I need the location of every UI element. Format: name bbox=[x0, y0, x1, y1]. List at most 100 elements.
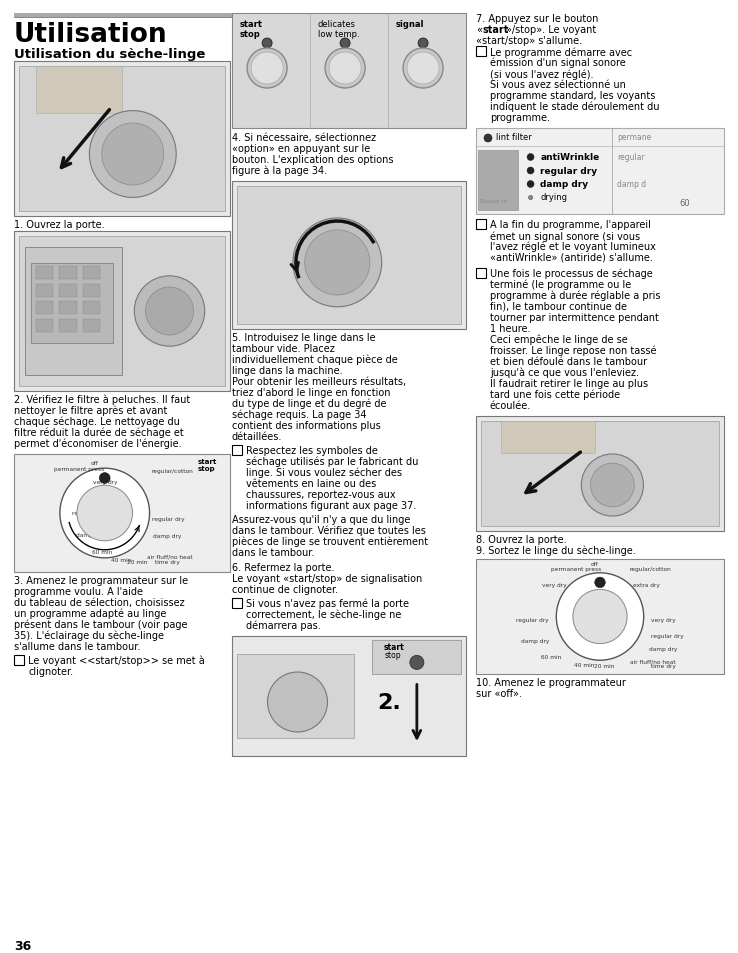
Text: air fluff/no heat: air fluff/no heat bbox=[630, 659, 675, 663]
Circle shape bbox=[556, 573, 644, 660]
Text: 40 min: 40 min bbox=[111, 558, 132, 562]
Circle shape bbox=[89, 112, 176, 198]
Text: signal: signal bbox=[396, 20, 424, 29]
Bar bbox=[35, 67, 122, 113]
Bar bbox=[237, 655, 354, 739]
Text: 4. Si nécessaire, sélectionnez: 4. Si nécessaire, sélectionnez bbox=[232, 132, 376, 143]
Text: 20 min: 20 min bbox=[127, 559, 148, 564]
Text: stop: stop bbox=[384, 650, 401, 659]
Text: very dry: very dry bbox=[542, 582, 567, 587]
Text: froisser. Le linge repose non tassé: froisser. Le linge repose non tassé bbox=[490, 346, 657, 356]
Text: lint filter: lint filter bbox=[496, 132, 532, 142]
Text: damp dry: damp dry bbox=[540, 180, 589, 189]
Text: 1 heure.: 1 heure. bbox=[490, 324, 531, 334]
Bar bbox=[14, 14, 234, 18]
Text: regular dry: regular dry bbox=[517, 617, 549, 622]
Text: 1. Ouvrez la porte.: 1. Ouvrez la porte. bbox=[14, 220, 105, 230]
Text: regular dry: regular dry bbox=[152, 517, 185, 521]
Circle shape bbox=[528, 196, 533, 200]
Text: regular dry: regular dry bbox=[651, 633, 683, 639]
Circle shape bbox=[329, 53, 361, 85]
Text: Utilisation: Utilisation bbox=[14, 22, 168, 48]
Text: start: start bbox=[384, 642, 405, 651]
Text: Le voyant <<start/stop>> se met à: Le voyant <<start/stop>> se met à bbox=[28, 656, 204, 666]
Text: regular dry: regular dry bbox=[72, 511, 105, 516]
Circle shape bbox=[293, 219, 382, 308]
Text: start: start bbox=[483, 25, 509, 35]
Circle shape bbox=[100, 473, 110, 484]
Text: «antiWrinkle» (antiride) s'allume.: «antiWrinkle» (antiride) s'allume. bbox=[490, 253, 653, 263]
Text: linge dans la machine.: linge dans la machine. bbox=[232, 366, 342, 375]
Text: »/stop». Le voyant: »/stop». Le voyant bbox=[506, 25, 596, 35]
Text: bouton. L'explication des options: bouton. L'explication des options bbox=[232, 154, 393, 165]
Circle shape bbox=[340, 39, 350, 49]
Text: tard une fois cette période: tard une fois cette période bbox=[490, 390, 620, 400]
Circle shape bbox=[60, 469, 150, 558]
Text: 5. Introduisez le linge dans le: 5. Introduisez le linge dans le bbox=[232, 333, 376, 343]
Circle shape bbox=[527, 168, 534, 174]
Bar bbox=[14, 656, 24, 665]
Text: tourner par intermittence pendant: tourner par intermittence pendant bbox=[490, 313, 659, 323]
Text: 2. Vérifiez le filtre à peluches. Il faut: 2. Vérifiez le filtre à peluches. Il fau… bbox=[14, 395, 190, 405]
Bar bbox=[476, 269, 486, 278]
Bar bbox=[19, 236, 225, 387]
Circle shape bbox=[582, 455, 644, 517]
Text: «option» en appuyant sur le: «option» en appuyant sur le bbox=[232, 144, 370, 153]
Text: séchage utilisés par le fabricant du: séchage utilisés par le fabricant du bbox=[246, 456, 418, 467]
Text: air fluff/no heat: air fluff/no heat bbox=[147, 555, 193, 559]
Circle shape bbox=[573, 590, 627, 644]
Text: 36: 36 bbox=[14, 939, 31, 952]
Text: informations figurant aux page 37.: informations figurant aux page 37. bbox=[246, 500, 416, 511]
Text: émet un signal sonore (si vous: émet un signal sonore (si vous bbox=[490, 231, 640, 241]
Text: contient des informations plus: contient des informations plus bbox=[232, 420, 381, 431]
Text: écoulée.: écoulée. bbox=[490, 400, 531, 411]
Bar bbox=[25, 248, 122, 375]
Bar bbox=[232, 598, 242, 608]
Bar bbox=[31, 264, 114, 344]
Bar bbox=[373, 640, 461, 674]
Bar bbox=[476, 129, 724, 214]
Text: sur «off».: sur «off». bbox=[476, 688, 522, 699]
Text: permanent press: permanent press bbox=[551, 566, 601, 571]
Text: programme voulu. A l'aide: programme voulu. A l'aide bbox=[14, 586, 143, 597]
Bar bbox=[14, 455, 230, 573]
Circle shape bbox=[262, 39, 272, 49]
Text: (si vous l'avez réglé).: (si vous l'avez réglé). bbox=[490, 69, 593, 79]
Bar bbox=[476, 559, 724, 675]
Text: programme à durée réglable a pris: programme à durée réglable a pris bbox=[490, 291, 661, 301]
Bar bbox=[14, 232, 230, 392]
Text: indiquent le stade déroulement du: indiquent le stade déroulement du bbox=[490, 102, 660, 112]
Text: Il faudrait retirer le linge au plus: Il faudrait retirer le linge au plus bbox=[490, 378, 648, 389]
Text: A la fin du programme, l'appareil: A la fin du programme, l'appareil bbox=[490, 220, 651, 230]
Text: émission d'un signal sonore: émission d'un signal sonore bbox=[490, 58, 626, 69]
Bar bbox=[59, 302, 77, 314]
Text: 20 min: 20 min bbox=[594, 663, 615, 669]
Circle shape bbox=[484, 135, 492, 143]
Text: damp dry: damp dry bbox=[649, 646, 677, 652]
Text: drying: drying bbox=[540, 193, 568, 202]
Text: Une fois le processus de séchage: Une fois le processus de séchage bbox=[490, 269, 652, 279]
Text: chaque séchage. Le nettoyage du: chaque séchage. Le nettoyage du bbox=[14, 416, 180, 427]
Circle shape bbox=[595, 578, 605, 588]
Text: damp dry: damp dry bbox=[76, 532, 105, 537]
Text: Si vous n'avez pas fermé la porte: Si vous n'avez pas fermé la porte bbox=[246, 598, 409, 609]
Text: l'avez réglé et le voyant lumineux: l'avez réglé et le voyant lumineux bbox=[490, 242, 656, 253]
Bar bbox=[59, 267, 77, 280]
Text: pièces de linge se trouvent entièrement: pièces de linge se trouvent entièrement bbox=[232, 537, 428, 547]
Text: du tableau de sélection, choisissez: du tableau de sélection, choisissez bbox=[14, 598, 184, 607]
Circle shape bbox=[527, 181, 534, 189]
Text: 60: 60 bbox=[680, 199, 690, 208]
Text: Le programme démarre avec: Le programme démarre avec bbox=[490, 47, 632, 57]
Circle shape bbox=[305, 231, 370, 295]
Text: Le voyant «start/stop» de signalisation: Le voyant «start/stop» de signalisation bbox=[232, 574, 422, 583]
Text: programme.: programme. bbox=[490, 112, 550, 123]
Bar bbox=[14, 62, 230, 216]
Text: vêtements en laine ou des: vêtements en laine ou des bbox=[246, 478, 376, 489]
Bar bbox=[232, 446, 242, 456]
Text: extra dry: extra dry bbox=[633, 582, 661, 587]
Circle shape bbox=[590, 464, 634, 507]
Text: 9. Sortez le linge du sèche-linge.: 9. Sortez le linge du sèche-linge. bbox=[476, 545, 635, 556]
Circle shape bbox=[267, 672, 328, 732]
Text: permet d'économiser de l'énergie.: permet d'économiser de l'énergie. bbox=[14, 438, 182, 449]
Text: tambour vide. Placez: tambour vide. Placez bbox=[232, 344, 335, 354]
